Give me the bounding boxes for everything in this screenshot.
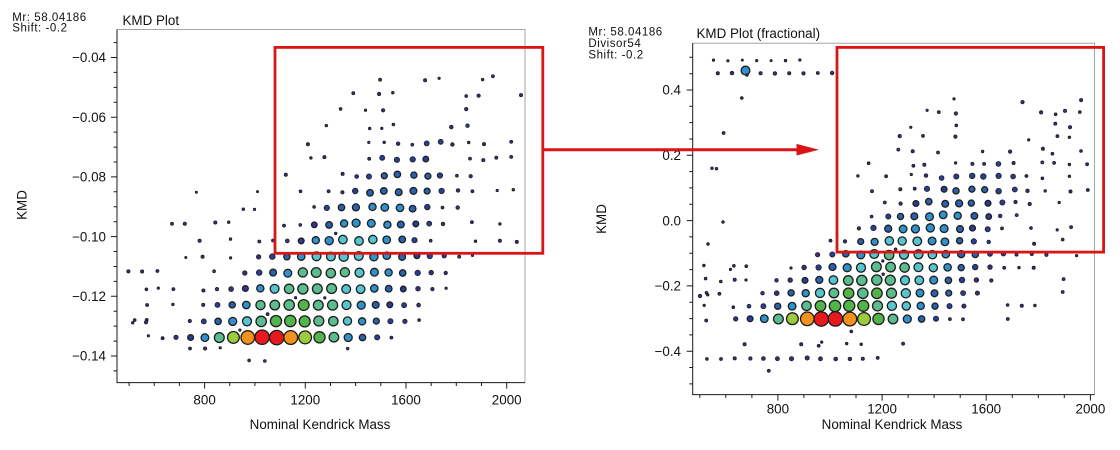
svg-text:1200: 1200 bbox=[867, 402, 897, 417]
svg-text:−0.04: −0.04 bbox=[72, 50, 106, 65]
svg-text:KMD: KMD bbox=[14, 190, 29, 220]
svg-text:800: 800 bbox=[767, 402, 789, 417]
svg-text:−0.08: −0.08 bbox=[72, 170, 106, 185]
svg-text:2000: 2000 bbox=[492, 393, 522, 408]
svg-text:0.2: 0.2 bbox=[662, 148, 681, 163]
svg-text:1200: 1200 bbox=[290, 393, 320, 408]
svg-text:Mr: 58.04186: Mr: 58.04186 bbox=[588, 26, 662, 38]
svg-text:−0.12: −0.12 bbox=[72, 289, 106, 304]
svg-text:Shift: -0.2: Shift: -0.2 bbox=[12, 23, 67, 35]
svg-text:−0.10: −0.10 bbox=[72, 229, 106, 244]
svg-text:Nominal Kendrick Mass: Nominal Kendrick Mass bbox=[822, 417, 963, 432]
svg-text:800: 800 bbox=[193, 393, 215, 408]
svg-text:Nominal Kendrick Mass: Nominal Kendrick Mass bbox=[250, 417, 391, 432]
svg-text:−0.14: −0.14 bbox=[72, 349, 106, 364]
svg-text:0.0: 0.0 bbox=[662, 213, 681, 228]
svg-text:0.4: 0.4 bbox=[662, 83, 681, 98]
svg-text:1600: 1600 bbox=[391, 393, 421, 408]
svg-text:−0.06: −0.06 bbox=[72, 110, 106, 125]
svg-text:−0.4: −0.4 bbox=[655, 344, 682, 359]
svg-text:2000: 2000 bbox=[1076, 402, 1106, 417]
svg-text:1600: 1600 bbox=[971, 402, 1001, 417]
svg-text:KMD Plot (fractional): KMD Plot (fractional) bbox=[697, 26, 821, 41]
svg-text:Shift: -0.2: Shift: -0.2 bbox=[588, 49, 643, 61]
svg-text:KMD: KMD bbox=[594, 204, 609, 234]
svg-text:Mr: 58.04186: Mr: 58.04186 bbox=[12, 12, 86, 24]
svg-text:KMD Plot: KMD Plot bbox=[123, 13, 180, 28]
svg-text:Divisor54: Divisor54 bbox=[588, 38, 641, 50]
svg-text:−0.2: −0.2 bbox=[655, 279, 681, 294]
